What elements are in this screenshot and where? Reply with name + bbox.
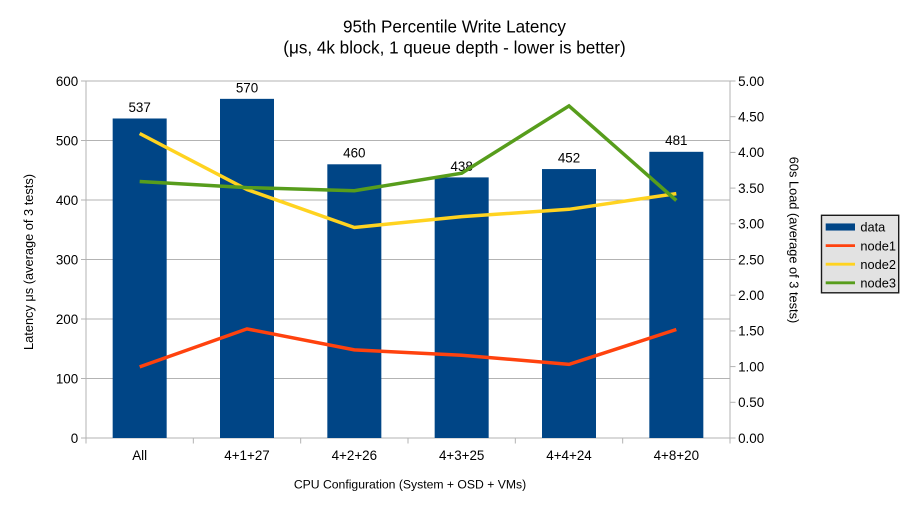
svg-text:600: 600 xyxy=(56,74,78,89)
svg-text:0.00: 0.00 xyxy=(738,431,764,446)
svg-text:node3: node3 xyxy=(860,276,896,291)
svg-text:460: 460 xyxy=(343,146,365,161)
svg-text:4+1+27: 4+1+27 xyxy=(224,448,269,463)
svg-text:3.00: 3.00 xyxy=(738,217,764,232)
svg-text:60s Load (average of 3 tests): 60s Load (average of 3 tests) xyxy=(787,157,802,323)
svg-text:500: 500 xyxy=(56,133,78,148)
svg-text:All: All xyxy=(132,448,147,463)
svg-text:node1: node1 xyxy=(860,238,896,253)
svg-text:4+2+26: 4+2+26 xyxy=(332,448,377,463)
svg-text:4+8+20: 4+8+20 xyxy=(654,448,699,463)
svg-text:4.50: 4.50 xyxy=(738,110,764,125)
svg-text:452: 452 xyxy=(558,150,580,165)
svg-text:200: 200 xyxy=(56,312,78,327)
svg-text:(μs, 4k block, 1 queue depth -: (μs, 4k block, 1 queue depth - lower is … xyxy=(283,39,625,58)
svg-text:2.50: 2.50 xyxy=(738,252,764,267)
svg-text:300: 300 xyxy=(56,252,78,267)
svg-text:570: 570 xyxy=(236,80,258,95)
svg-text:1.50: 1.50 xyxy=(738,324,764,339)
svg-text:4.00: 4.00 xyxy=(738,145,764,160)
svg-text:4+4+24: 4+4+24 xyxy=(546,448,592,463)
svg-text:2.00: 2.00 xyxy=(738,288,764,303)
svg-text:95th Percentile Write Latency: 95th Percentile Write Latency xyxy=(343,18,566,37)
svg-text:100: 100 xyxy=(56,371,78,386)
svg-text:CPU Configuration (System + OS: CPU Configuration (System + OSD + VMs) xyxy=(294,478,526,492)
svg-text:1.00: 1.00 xyxy=(738,359,764,374)
svg-text:5.00: 5.00 xyxy=(738,74,764,89)
svg-text:400: 400 xyxy=(56,193,78,208)
svg-text:node2: node2 xyxy=(860,257,896,272)
svg-text:0.50: 0.50 xyxy=(738,395,764,410)
svg-text:data: data xyxy=(860,220,886,235)
svg-text:0: 0 xyxy=(71,431,78,446)
svg-text:537: 537 xyxy=(128,100,150,115)
svg-text:481: 481 xyxy=(665,133,687,148)
svg-text:3.50: 3.50 xyxy=(738,181,764,196)
svg-text:Latency μs (average of 3 tests: Latency μs (average of 3 tests) xyxy=(21,174,36,350)
svg-text:4+3+25: 4+3+25 xyxy=(439,448,484,463)
